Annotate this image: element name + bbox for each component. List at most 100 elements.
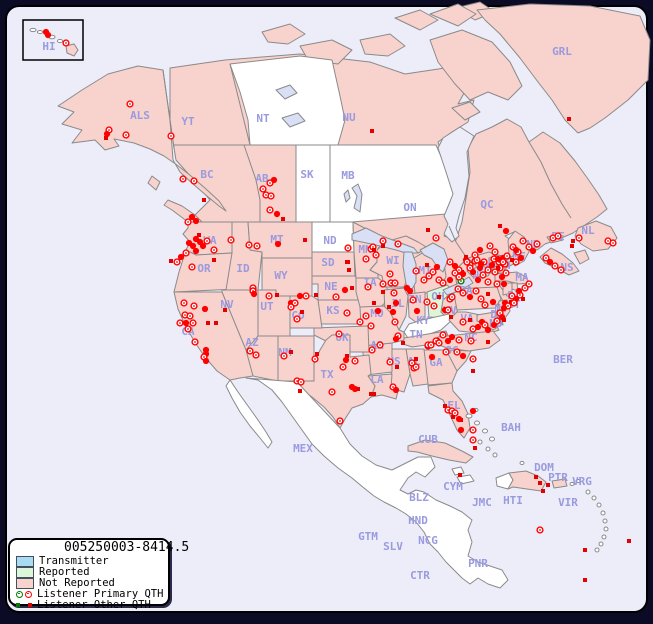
listener-primary-qth-marker bbox=[188, 263, 196, 271]
listener-primary-qth-marker bbox=[459, 318, 467, 326]
listener-primary-qth-marker bbox=[412, 363, 420, 371]
listener-marker bbox=[455, 415, 463, 423]
listener-primary-qth-marker bbox=[484, 266, 492, 274]
listener-primary-qth-marker bbox=[525, 280, 533, 288]
listener-primary-qth-marker bbox=[542, 254, 550, 262]
listener-primary-qth-marker bbox=[372, 251, 380, 259]
listener-primary-qth-marker bbox=[479, 271, 487, 279]
listener-primary-qth-marker bbox=[184, 325, 192, 333]
listener-primary-qth-marker bbox=[328, 388, 336, 396]
region-label-vir: VIR bbox=[558, 496, 578, 509]
listener-marker bbox=[469, 407, 477, 415]
listener-primary-qth-marker bbox=[451, 409, 459, 417]
listener-marker bbox=[469, 268, 477, 276]
listener-other-qth-marker bbox=[372, 392, 376, 396]
listener-other-qth-marker bbox=[370, 129, 374, 133]
listener-other-qth-marker bbox=[443, 404, 447, 408]
listener-marker bbox=[512, 246, 520, 254]
listener-primary-qth-marker bbox=[287, 303, 295, 311]
listener-primary-qth-marker bbox=[455, 336, 463, 344]
region-ptr bbox=[551, 478, 568, 489]
listener-primary-qth-marker bbox=[362, 255, 370, 263]
lake-huron bbox=[419, 242, 449, 273]
listener-primary-qth-marker bbox=[472, 287, 480, 295]
listener-primary-qth-marker bbox=[469, 436, 477, 444]
listener-other-qth-marker bbox=[534, 475, 538, 479]
listener-primary-qth-marker bbox=[499, 258, 507, 266]
listener-other-qth-marker bbox=[381, 290, 385, 294]
legend-box: Transmitter Reported Not Reported Listen… bbox=[8, 538, 170, 610]
listener-other-qth-marker bbox=[300, 310, 304, 314]
listener-primary-qth-marker bbox=[265, 292, 273, 300]
region-label-sk: SK bbox=[300, 168, 314, 181]
region-label-pnr: PNR bbox=[468, 557, 488, 570]
listener-marker bbox=[201, 305, 209, 313]
region-label-cub: CUB bbox=[418, 433, 438, 446]
region-label-az: AZ bbox=[245, 336, 259, 349]
listener-marker bbox=[466, 293, 474, 301]
listener-marker bbox=[494, 255, 502, 263]
listener-primary-qth-marker bbox=[186, 312, 194, 320]
listener-other-qth-marker bbox=[212, 258, 216, 262]
listener-other-qth-marker bbox=[458, 473, 462, 477]
listener-primary-qth-marker bbox=[356, 318, 364, 326]
region-alaska bbox=[57, 65, 227, 212]
listener-other-qth-marker bbox=[570, 244, 574, 248]
region-label-mex: MEX bbox=[293, 442, 313, 455]
region-label-yt: YT bbox=[181, 115, 195, 128]
listener-marker bbox=[406, 287, 414, 295]
listener-primary-qth-marker bbox=[203, 237, 211, 245]
listener-other-qth-marker bbox=[510, 258, 514, 262]
listener-primary-qth-marker bbox=[252, 351, 260, 359]
region-label-nt: NT bbox=[256, 112, 270, 125]
region-label-bah: BAH bbox=[501, 421, 521, 434]
listener-primary-qth-marker bbox=[521, 284, 529, 292]
listener-marker bbox=[185, 239, 193, 247]
listener-marker bbox=[474, 276, 482, 284]
region-label-nv: NV bbox=[220, 298, 234, 311]
listener-other-qth-marker bbox=[387, 305, 391, 309]
listener-other-qth-marker bbox=[289, 350, 293, 354]
listener-other-qth-marker bbox=[583, 548, 587, 552]
listener-primary-qth-marker bbox=[409, 296, 417, 304]
listener-marker bbox=[529, 247, 537, 255]
listener-primary-qth-marker bbox=[180, 299, 188, 307]
listener-other-qth-marker bbox=[202, 198, 206, 202]
legend-label: Not Reported bbox=[39, 577, 115, 589]
listener-marker bbox=[515, 287, 523, 295]
listener-primary-qth-marker bbox=[62, 39, 70, 47]
listener-primary-qth-marker bbox=[432, 234, 440, 242]
listener-other-qth-marker bbox=[345, 260, 349, 264]
region-label-tx: TX bbox=[320, 368, 334, 381]
listener-marker bbox=[444, 337, 452, 345]
listener-marker bbox=[546, 258, 554, 266]
listener-primary-qth-marker bbox=[459, 289, 467, 297]
listener-marker bbox=[457, 426, 465, 434]
listener-other-qth-marker bbox=[214, 321, 218, 325]
listener-other-qth-marker bbox=[546, 483, 550, 487]
listener-other-qth-marker bbox=[381, 244, 385, 248]
listener-other-qth-marker bbox=[169, 259, 173, 263]
region-label-or: OR bbox=[197, 262, 211, 275]
region-label-als: ALS bbox=[130, 109, 150, 122]
listener-primary-qth-marker bbox=[503, 252, 511, 260]
listener-primary-qth-marker bbox=[167, 132, 175, 140]
listener-primary-qth-marker bbox=[302, 292, 310, 300]
haida-gwaii bbox=[147, 175, 161, 191]
listener-primary-qth-marker bbox=[253, 242, 261, 250]
legend-row-other-qth: Listener Other QTH bbox=[16, 600, 168, 610]
listener-primary-qth-marker bbox=[533, 240, 541, 248]
listener-marker bbox=[392, 335, 400, 343]
listener-primary-qth-marker bbox=[291, 299, 299, 307]
legend-row-transmitter: Transmitter bbox=[16, 555, 168, 567]
region-label-cym: CYM bbox=[443, 480, 463, 493]
listener-marker bbox=[296, 292, 304, 300]
listener-primary-qth-marker bbox=[427, 341, 435, 349]
region-label-ks: KS bbox=[326, 304, 339, 317]
listener-other-qth-marker bbox=[369, 392, 373, 396]
listener-primary-qth-marker bbox=[557, 266, 565, 274]
listener-primary-qth-marker bbox=[210, 246, 218, 254]
listener-other-qth-marker bbox=[486, 292, 490, 296]
listener-primary-qth-marker bbox=[184, 218, 192, 226]
